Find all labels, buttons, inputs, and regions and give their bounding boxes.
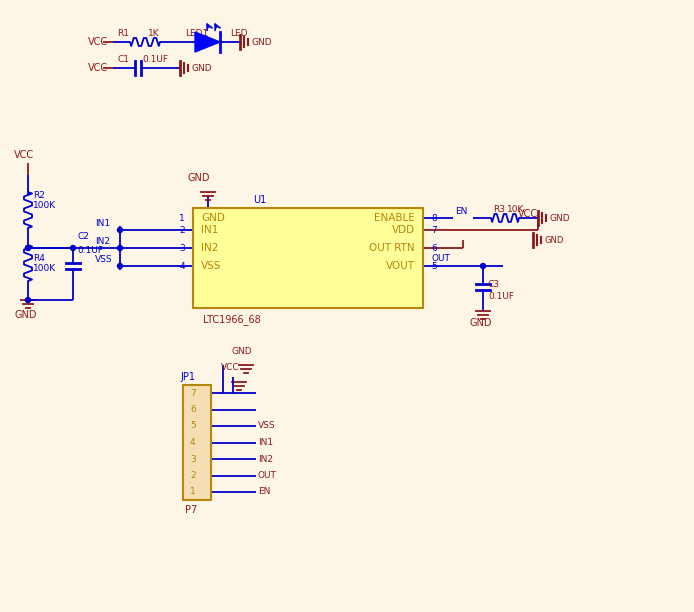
Polygon shape [195,32,220,52]
Text: IN2: IN2 [201,243,219,253]
Text: R1: R1 [117,29,129,37]
Text: VOUT: VOUT [386,261,415,271]
Circle shape [26,297,31,302]
Text: 1K: 1K [148,29,160,37]
Text: VCC: VCC [88,37,108,47]
Text: 7: 7 [190,389,196,398]
Text: VCC: VCC [14,150,34,160]
Text: 3: 3 [190,455,196,463]
Text: 5: 5 [431,261,437,271]
Text: EN: EN [258,488,271,496]
Text: 2: 2 [190,471,196,480]
Bar [193,208,423,308]
Text: VSS: VSS [201,261,221,271]
Text: IN1: IN1 [95,218,110,228]
Text: 7: 7 [431,225,437,234]
Text: 1: 1 [190,488,196,496]
Text: 5: 5 [190,422,196,430]
Text: IN1: IN1 [258,438,273,447]
Text: JP1: JP1 [180,372,195,382]
Text: U1: U1 [253,195,266,205]
Text: EN: EN [455,206,467,215]
Circle shape [71,245,76,250]
Text: GND: GND [231,346,252,356]
Text: VCC: VCC [518,209,538,219]
Circle shape [117,264,123,269]
Circle shape [117,228,123,233]
Text: 4: 4 [179,261,185,271]
Text: VSS: VSS [258,422,276,430]
Text: IN2: IN2 [95,236,110,245]
Text: 0.1UF: 0.1UF [142,54,168,64]
Text: R4: R4 [33,253,45,263]
Text: OUT: OUT [258,471,277,480]
Text: 6: 6 [431,244,437,253]
Text: VCC: VCC [88,63,108,73]
Text: 6: 6 [190,405,196,414]
Text: 100K: 100K [33,264,56,272]
Text: 8: 8 [431,214,437,223]
Text: VDD: VDD [392,225,415,235]
Text: 100K: 100K [33,201,56,209]
Text: 4: 4 [190,438,196,447]
Text: LTC1966_68: LTC1966_68 [203,315,261,326]
Bar [183,385,211,500]
Text: VSS: VSS [95,255,112,264]
Text: IN2: IN2 [258,455,273,463]
Circle shape [26,245,31,250]
Circle shape [26,245,31,250]
Text: C2: C2 [77,231,89,241]
Text: R3: R3 [493,204,505,214]
Text: GND: GND [550,214,570,223]
Text: ENABLE: ENABLE [374,213,415,223]
Text: OUT RTN: OUT RTN [369,243,415,253]
Text: P7: P7 [185,505,197,515]
Text: 3: 3 [179,244,185,253]
Text: VCC: VCC [221,362,239,371]
Text: GND: GND [192,64,212,72]
Circle shape [117,245,123,250]
Text: 1: 1 [179,214,185,223]
Text: GND: GND [545,236,564,245]
Text: 2: 2 [179,225,185,234]
Circle shape [480,264,486,269]
Text: GND: GND [252,37,273,47]
Text: GND: GND [201,213,225,223]
Text: R2: R2 [33,190,45,200]
Text: GND: GND [188,173,210,183]
Text: OUT: OUT [431,253,450,263]
Text: LED1: LED1 [185,29,208,37]
Text: IN1: IN1 [201,225,219,235]
Text: LED: LED [230,29,248,37]
Text: 0.1UF: 0.1UF [77,245,103,255]
Text: 10K: 10K [507,204,525,214]
Text: GND: GND [469,318,491,328]
Text: C1: C1 [117,54,129,64]
Text: C3: C3 [488,280,500,288]
Text: GND: GND [14,310,37,320]
Text: 0.1UF: 0.1UF [488,291,514,300]
